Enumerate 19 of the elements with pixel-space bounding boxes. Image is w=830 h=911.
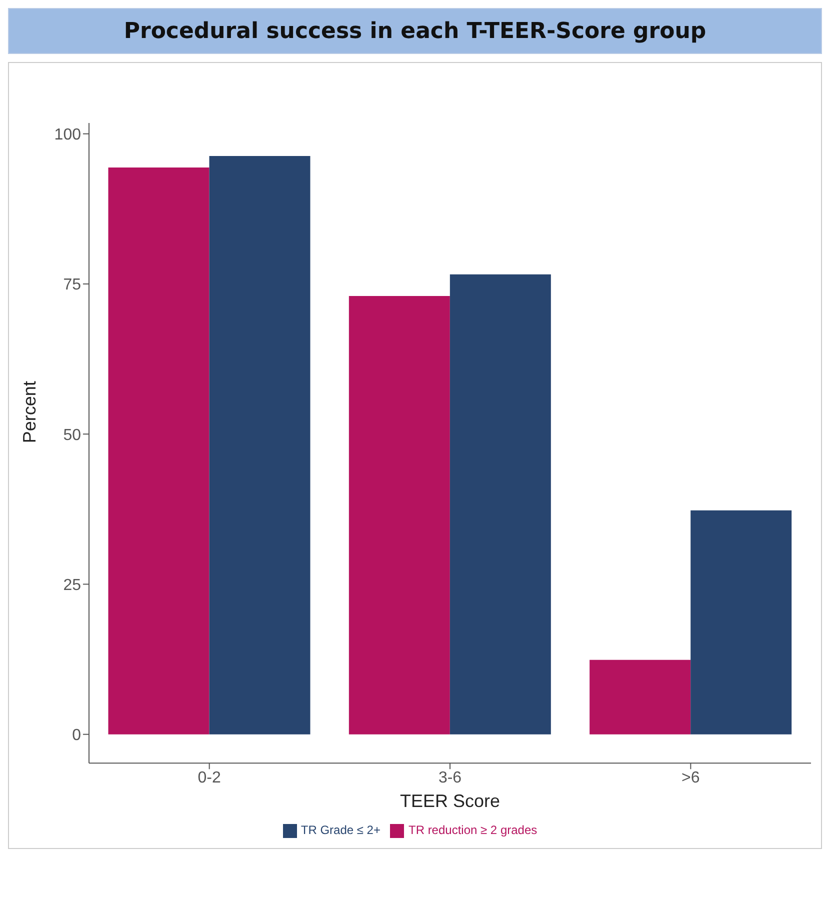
x-tick-label: 0-2 xyxy=(198,770,221,787)
y-tick-label: 100 xyxy=(54,126,82,144)
bar xyxy=(108,167,210,734)
bar xyxy=(450,274,551,734)
y-tick-label: 50 xyxy=(63,426,82,444)
x-tick-label: >6 xyxy=(682,770,700,787)
legend-label: TR Grade ≤ 2+ xyxy=(300,823,380,838)
bar xyxy=(690,510,792,734)
y-tick-label: 75 xyxy=(63,276,82,294)
bar xyxy=(590,660,691,734)
y-tick-label: 25 xyxy=(63,576,82,594)
bar xyxy=(209,156,310,734)
chart-title: Procedural success in each T-TEER-Score group xyxy=(8,8,822,54)
y-tick-label: 0 xyxy=(72,727,82,744)
x-tick-label: 3-6 xyxy=(438,770,462,787)
x-axis-title: TEER Score xyxy=(400,791,500,812)
y-axis-title: Percent xyxy=(19,381,40,444)
legend-label: TR reduction ≥ 2 grades xyxy=(408,823,538,838)
bar xyxy=(348,296,450,734)
